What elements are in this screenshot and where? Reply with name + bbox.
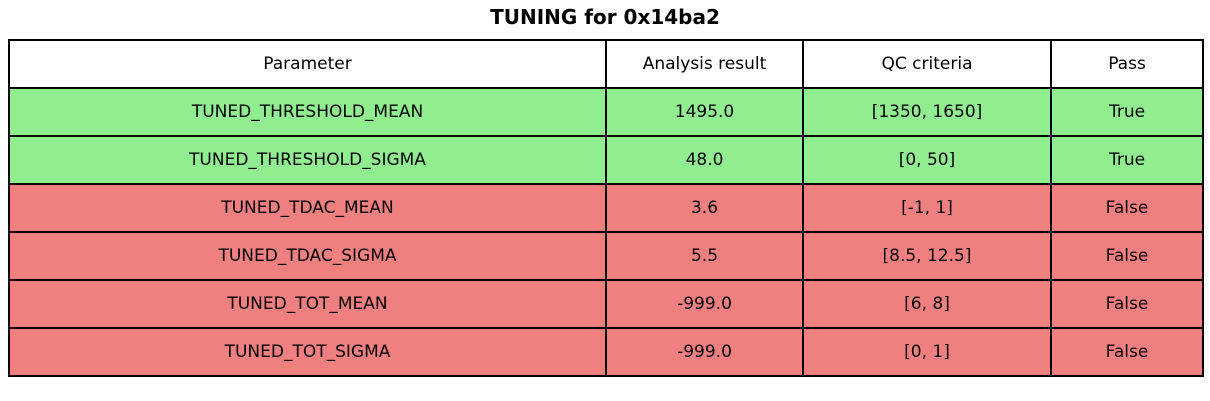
cell-pass: False — [1050, 279, 1204, 329]
cell-qc-criteria: [6, 8] — [802, 279, 1052, 329]
cell-analysis-result: -999.0 — [605, 279, 804, 329]
cell-pass: True — [1050, 87, 1204, 137]
cell-pass: False — [1050, 183, 1204, 233]
table-row-tuned-tdac-mean: TUNED_TDAC_MEAN 3.6 [-1, 1] False — [8, 183, 1204, 233]
tuning-qc-table: Parameter Analysis result QC criteria Pa… — [8, 39, 1204, 377]
cell-parameter: TUNED_THRESHOLD_MEAN — [8, 87, 607, 137]
col-header-qc-criteria: QC criteria — [802, 39, 1052, 89]
cell-analysis-result: -999.0 — [605, 327, 804, 377]
cell-qc-criteria: [0, 50] — [802, 135, 1052, 185]
cell-qc-criteria: [8.5, 12.5] — [802, 231, 1052, 281]
cell-pass: False — [1050, 231, 1204, 281]
table-row-tuned-tot-mean: TUNED_TOT_MEAN -999.0 [6, 8] False — [8, 279, 1204, 329]
cell-parameter: TUNED_TDAC_MEAN — [8, 183, 607, 233]
col-header-pass: Pass — [1050, 39, 1204, 89]
table-row-tuned-tot-sigma: TUNED_TOT_SIGMA -999.0 [0, 1] False — [8, 327, 1204, 377]
table-row-tuned-threshold-sigma: TUNED_THRESHOLD_SIGMA 48.0 [0, 50] True — [8, 135, 1204, 185]
cell-pass: False — [1050, 327, 1204, 377]
col-header-analysis-result: Analysis result — [605, 39, 804, 89]
cell-qc-criteria: [-1, 1] — [802, 183, 1052, 233]
cell-analysis-result: 5.5 — [605, 231, 804, 281]
cell-analysis-result: 3.6 — [605, 183, 804, 233]
page-title: TUNING for 0x14ba2 — [490, 5, 720, 29]
table-row-tuned-threshold-mean: TUNED_THRESHOLD_MEAN 1495.0 [1350, 1650]… — [8, 87, 1204, 137]
table-row-tuned-tdac-sigma: TUNED_TDAC_SIGMA 5.5 [8.5, 12.5] False — [8, 231, 1204, 281]
cell-parameter: TUNED_TDAC_SIGMA — [8, 231, 607, 281]
cell-analysis-result: 1495.0 — [605, 87, 804, 137]
cell-qc-criteria: [0, 1] — [802, 327, 1052, 377]
cell-analysis-result: 48.0 — [605, 135, 804, 185]
cell-pass: True — [1050, 135, 1204, 185]
header-row: Parameter Analysis result QC criteria Pa… — [8, 39, 1204, 89]
cell-parameter: TUNED_TOT_SIGMA — [8, 327, 607, 377]
cell-parameter: TUNED_TOT_MEAN — [8, 279, 607, 329]
cell-qc-criteria: [1350, 1650] — [802, 87, 1052, 137]
col-header-parameter: Parameter — [8, 39, 607, 89]
cell-parameter: TUNED_THRESHOLD_SIGMA — [8, 135, 607, 185]
